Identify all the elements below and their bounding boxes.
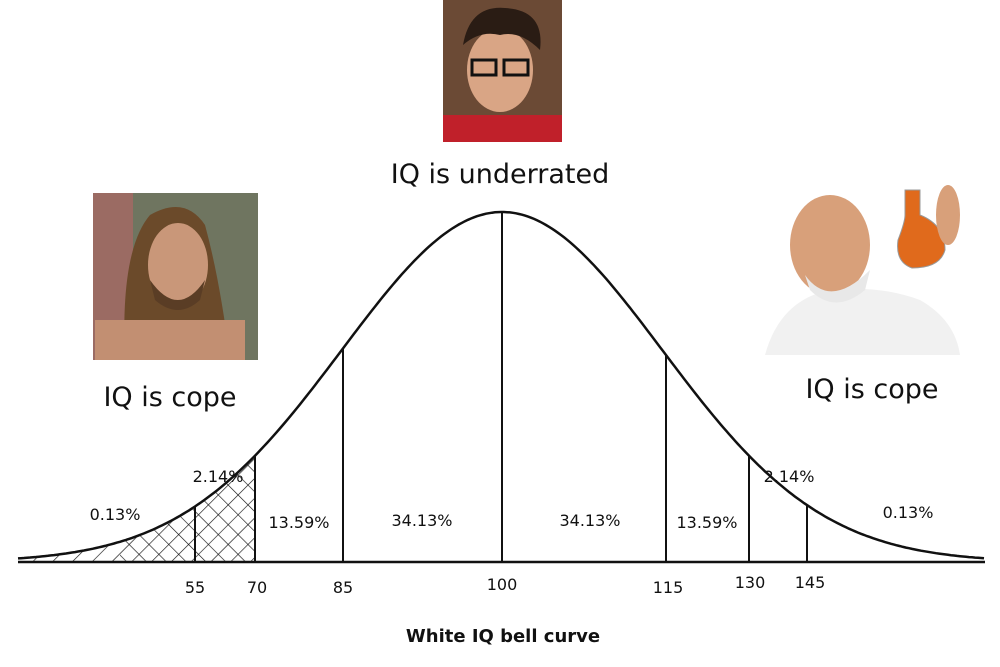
footer: White IQ bell curve — [406, 626, 600, 647]
photo-left — [93, 193, 258, 360]
axis-label: 115 — [653, 578, 684, 597]
segment-label: 0.13% — [883, 503, 934, 522]
tail-crosshatch — [120, 455, 255, 562]
segment-label: 34.13% — [391, 511, 452, 530]
segment-label: 2.14% — [764, 467, 815, 486]
axis-label: 85 — [333, 578, 353, 597]
segment-label: 2.14% — [193, 467, 244, 486]
segment-label: 13.59% — [268, 513, 329, 532]
caption-left: IQ is cope — [103, 382, 236, 413]
caption-right: IQ is cope — [805, 374, 938, 405]
segment-label: 34.13% — [559, 511, 620, 530]
dividers — [194, 212, 808, 562]
segment-label: 13.59% — [676, 513, 737, 532]
axis-label: 70 — [247, 578, 267, 597]
axis-label: 145 — [795, 573, 826, 592]
caption-top: IQ is underrated — [391, 159, 610, 190]
photo-top — [443, 0, 562, 142]
axis-label: 130 — [735, 573, 766, 592]
axis-label: 100 — [487, 575, 518, 594]
photo-right — [765, 185, 960, 355]
axis-label: 55 — [185, 578, 205, 597]
segment-label: 0.13% — [90, 505, 141, 524]
